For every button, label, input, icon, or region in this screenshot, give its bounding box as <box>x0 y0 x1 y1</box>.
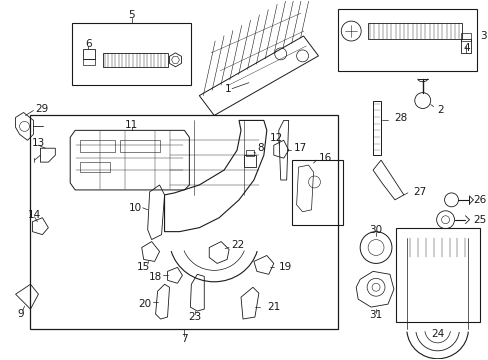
Text: 14: 14 <box>28 210 41 220</box>
Text: 29: 29 <box>35 104 49 113</box>
Text: 31: 31 <box>368 310 382 320</box>
Text: 24: 24 <box>430 329 443 339</box>
Text: 26: 26 <box>472 195 486 205</box>
Text: 8: 8 <box>256 143 263 153</box>
Text: 4: 4 <box>462 43 469 53</box>
Bar <box>338 9 476 71</box>
Text: 2: 2 <box>436 105 443 116</box>
Text: 25: 25 <box>472 215 486 225</box>
Bar <box>461 39 470 53</box>
Text: 11: 11 <box>125 120 138 130</box>
Bar <box>80 140 115 152</box>
Text: 6: 6 <box>84 39 91 49</box>
Text: 15: 15 <box>137 262 150 273</box>
Text: 10: 10 <box>128 203 142 213</box>
Bar <box>372 100 380 155</box>
Bar <box>120 140 159 152</box>
Bar <box>395 228 479 322</box>
Text: 3: 3 <box>480 31 486 41</box>
Text: 30: 30 <box>369 225 382 235</box>
Bar <box>367 23 462 39</box>
Text: 17: 17 <box>293 143 306 153</box>
Text: 27: 27 <box>412 187 425 197</box>
Bar <box>83 49 95 59</box>
Text: 19: 19 <box>278 262 291 273</box>
Text: 16: 16 <box>318 153 331 163</box>
Text: 13: 13 <box>32 138 45 148</box>
Text: 22: 22 <box>231 239 244 249</box>
Text: 20: 20 <box>138 299 151 309</box>
Text: 9: 9 <box>17 309 24 319</box>
Text: 23: 23 <box>188 312 202 322</box>
Bar <box>291 160 343 225</box>
Bar <box>30 116 338 329</box>
Text: 5: 5 <box>128 10 135 20</box>
Text: 1: 1 <box>224 84 231 94</box>
Text: 28: 28 <box>393 113 407 123</box>
Text: 7: 7 <box>181 334 187 344</box>
Text: 18: 18 <box>148 272 161 282</box>
Bar <box>244 155 255 167</box>
Bar <box>83 59 95 65</box>
Bar <box>461 33 470 41</box>
Bar <box>245 150 253 156</box>
Bar <box>103 53 167 67</box>
Text: 21: 21 <box>266 302 280 312</box>
Bar <box>72 23 191 85</box>
Bar <box>80 162 110 172</box>
Text: 12: 12 <box>269 133 283 143</box>
